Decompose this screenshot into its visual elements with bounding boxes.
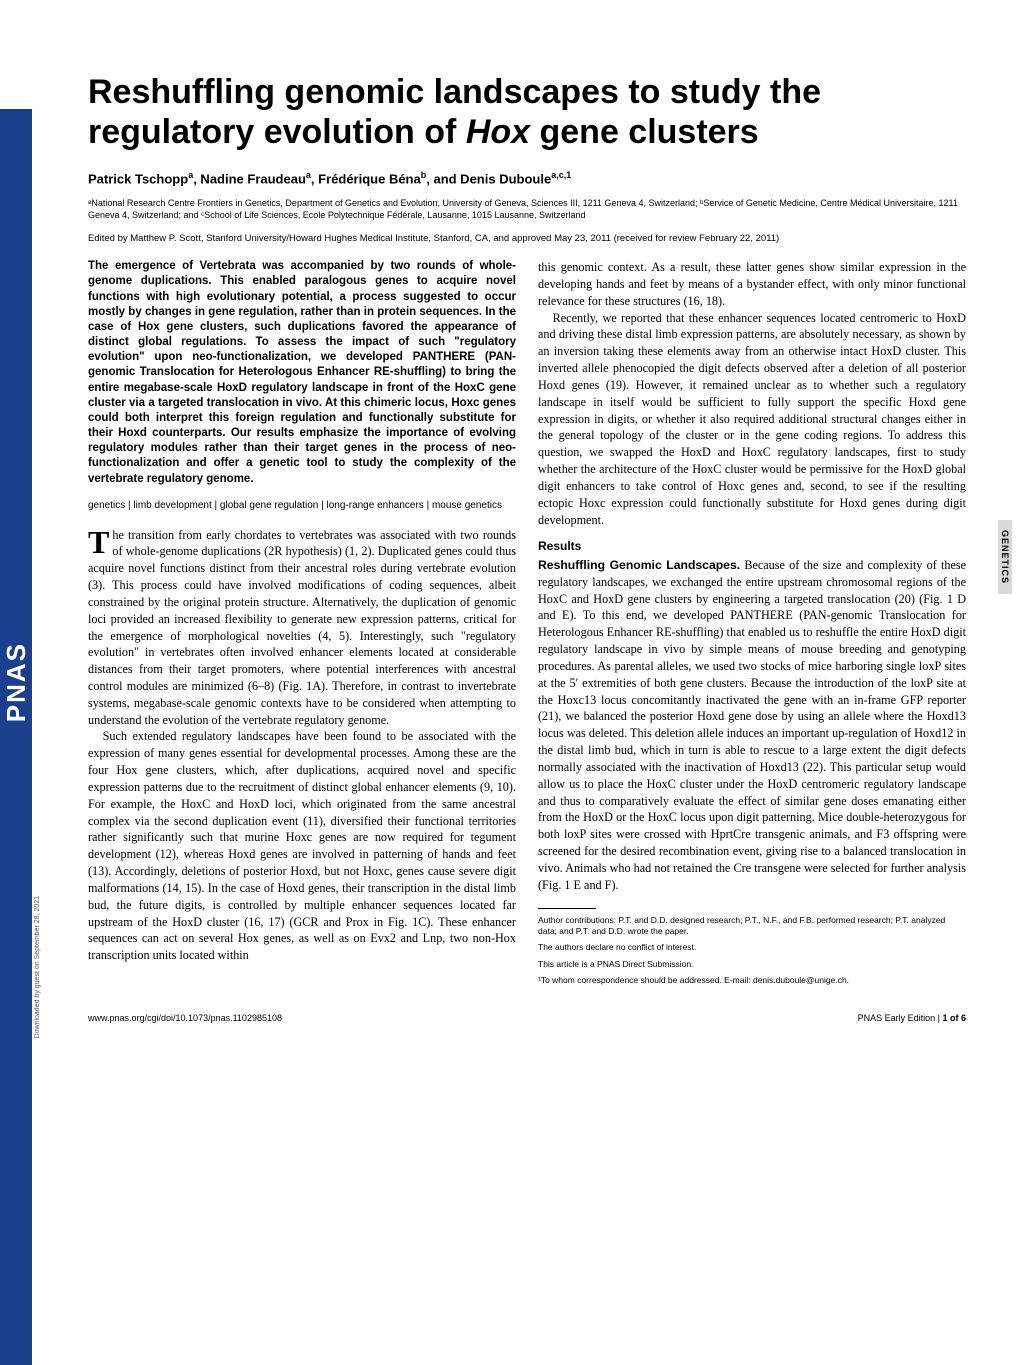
- abstract: The emergence of Vertebrata was accompan…: [88, 259, 516, 487]
- run-in-heading: Reshuffling Genomic Landscapes.: [538, 558, 740, 572]
- footnotes-rule: [538, 908, 596, 909]
- body-paragraph: Recently, we reported that these enhance…: [538, 310, 966, 529]
- intro-paragraph: The transition from early chordates to v…: [88, 527, 516, 729]
- author-list: Patrick Tschoppa, Nadine Fraudeaua, Fréd…: [88, 170, 966, 186]
- author: , Frédérique Béna: [311, 172, 421, 187]
- footer-page: PNAS Early Edition | 1 of 6: [858, 1013, 966, 1023]
- author: , and Denis Duboule: [426, 172, 551, 187]
- body-paragraph: this genomic context. As a result, these…: [538, 259, 966, 309]
- journal-stripe: PNAS PNAS PNAS: [0, 0, 32, 1365]
- stripe-text: PNAS: [32, 642, 63, 722]
- page-footer: www.pnas.org/cgi/doi/10.1073/pnas.110298…: [88, 1009, 966, 1023]
- article-title: Reshuffling genomic landscapes to study …: [88, 72, 966, 152]
- affil-marker: a,c,1: [551, 170, 571, 180]
- keywords: genetics | limb development | global gen…: [88, 499, 516, 513]
- page-content: Reshuffling genomic landscapes to study …: [48, 0, 1020, 1059]
- footnote-correspondence: ¹To whom correspondence should be addres…: [538, 975, 966, 986]
- footnote-contrib: Author contributions: P.T. and D.D. desi…: [538, 915, 966, 938]
- affiliations: ᵃNational Research Centre Frontiers in G…: [88, 197, 966, 221]
- results-paragraph: Reshuffling Genomic Landscapes. Because …: [538, 557, 966, 894]
- section-label: GENETICS: [998, 520, 1012, 594]
- edited-by: Edited by Matthew P. Scott, Stanford Uni…: [88, 233, 966, 245]
- download-note: Downloaded by guest on September 28, 202…: [34, 896, 41, 1038]
- intro-paragraph: Such extended regulatory landscapes have…: [88, 728, 516, 964]
- author: Patrick Tschopp: [88, 172, 188, 187]
- two-column-body: The emergence of Vertebrata was accompan…: [88, 259, 966, 987]
- stripe-text: PNAS: [1, 642, 32, 722]
- footer-edition: PNAS Early Edition |: [858, 1013, 943, 1023]
- title-italic: Hox: [466, 113, 530, 151]
- stripe-text: PNAS: [0, 642, 1, 722]
- section-heading: Results: [538, 538, 966, 555]
- results-text: Because of the size and complexity of th…: [538, 558, 966, 892]
- author: , Nadine Fraudeau: [193, 172, 306, 187]
- footer-doi: www.pnas.org/cgi/doi/10.1073/pnas.110298…: [88, 1013, 282, 1023]
- footnote-direct: This article is a PNAS Direct Submission…: [538, 959, 966, 970]
- footer-page-num: 1 of 6: [942, 1013, 966, 1023]
- footnote-conflict: The authors declare no conflict of inter…: [538, 942, 966, 953]
- footnotes: Author contributions: P.T. and D.D. desi…: [538, 915, 966, 987]
- title-part: gene clusters: [530, 113, 759, 151]
